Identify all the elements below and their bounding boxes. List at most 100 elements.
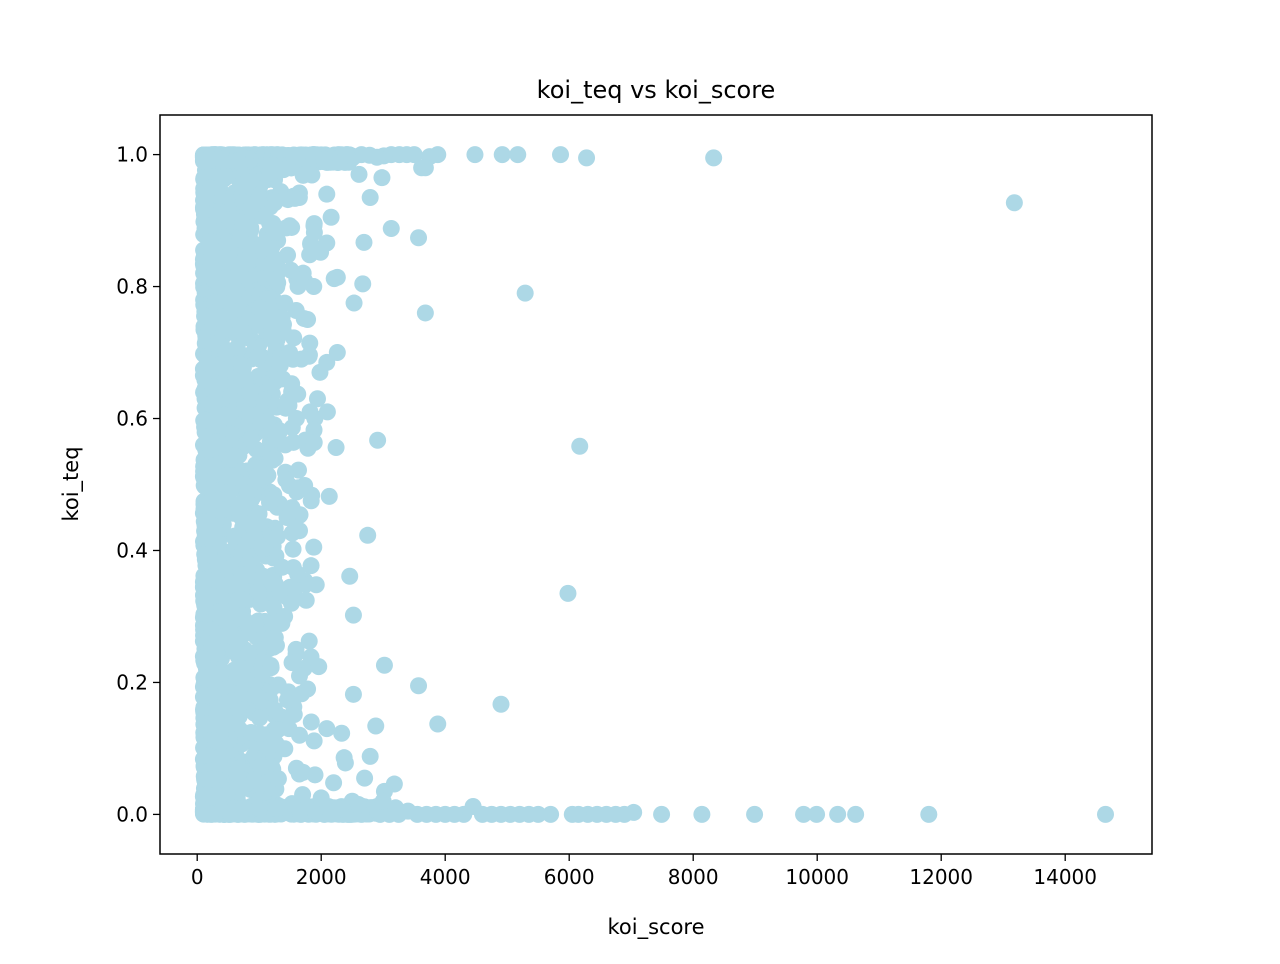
data-point	[198, 786, 216, 804]
data-point	[693, 805, 711, 823]
data-point	[287, 410, 305, 428]
data-point	[231, 663, 249, 681]
data-point	[493, 146, 511, 164]
data-point	[327, 439, 345, 457]
data-point	[328, 268, 346, 286]
data-point	[244, 518, 262, 536]
data-point	[355, 233, 373, 251]
data-point	[410, 677, 428, 695]
data-point	[276, 607, 294, 625]
data-point	[291, 667, 308, 685]
data-point	[239, 616, 257, 634]
data-point	[278, 691, 296, 709]
data-point	[356, 769, 374, 787]
data-point	[263, 322, 281, 340]
data-point	[195, 669, 213, 687]
data-point	[271, 356, 289, 374]
data-point	[239, 484, 257, 502]
data-point	[229, 152, 247, 170]
data-point	[231, 630, 249, 648]
data-point	[259, 466, 277, 484]
x-tick-label: 10000	[785, 865, 849, 889]
data-point	[294, 786, 312, 804]
data-point	[233, 591, 251, 609]
data-point	[266, 629, 284, 647]
data-point	[276, 294, 294, 312]
data-point	[233, 566, 251, 584]
data-point	[208, 438, 226, 456]
data-point	[416, 304, 434, 322]
data-point	[203, 635, 221, 653]
data-point	[281, 344, 299, 362]
data-point	[231, 230, 249, 248]
data-point	[322, 208, 340, 226]
data-point	[318, 720, 336, 738]
data-point	[308, 390, 326, 408]
data-point	[312, 243, 330, 261]
data-point	[320, 487, 338, 505]
data-point	[289, 461, 307, 479]
data-point	[198, 478, 216, 496]
data-point	[349, 796, 367, 814]
x-tick-label: 12000	[909, 865, 973, 889]
data-point	[268, 528, 286, 546]
data-point	[282, 261, 300, 279]
data-point	[1005, 194, 1023, 212]
data-point	[203, 621, 221, 639]
data-point	[297, 591, 315, 609]
y-tick-label: 0.2	[116, 670, 148, 694]
data-point	[251, 709, 269, 727]
data-point	[228, 338, 246, 356]
data-point	[305, 433, 323, 451]
data-point	[302, 557, 320, 575]
data-point	[571, 437, 589, 455]
data-point	[249, 348, 267, 366]
data-point	[196, 307, 214, 325]
y-tick-label: 0.6	[116, 407, 148, 431]
data-point	[195, 152, 213, 170]
data-point	[233, 356, 251, 374]
data-point	[224, 692, 242, 710]
data-point	[305, 278, 323, 296]
data-point	[217, 233, 235, 251]
data-point	[213, 710, 231, 728]
data-point	[318, 185, 336, 203]
data-point	[195, 512, 213, 530]
data-point	[305, 538, 323, 556]
x-axis-ticks: 0 2000 4000 6000 8000 10000 12000 14000	[191, 854, 1097, 889]
data-point	[200, 545, 218, 563]
data-point	[410, 229, 428, 247]
data-point	[354, 275, 372, 293]
data-point	[369, 431, 387, 449]
data-point	[305, 223, 323, 241]
data-point	[282, 594, 300, 612]
data-point	[578, 149, 596, 167]
x-tick-label: 4000	[420, 865, 471, 889]
data-point	[829, 805, 847, 823]
x-tick-label: 0	[191, 865, 204, 889]
data-point	[746, 805, 764, 823]
y-tick-label: 1.0	[116, 143, 148, 167]
data-point	[302, 713, 320, 731]
data-point	[202, 241, 220, 259]
data-point	[279, 191, 297, 209]
data-point	[265, 490, 283, 508]
data-point	[195, 457, 213, 475]
data-point	[466, 146, 484, 164]
data-point	[382, 219, 400, 237]
y-tick-label: 0.0	[116, 802, 148, 826]
data-point	[266, 575, 284, 593]
data-point	[344, 606, 362, 624]
data-point	[213, 168, 231, 186]
data-point	[265, 249, 283, 267]
data-point	[301, 334, 319, 352]
data-point	[276, 436, 294, 454]
data-point	[361, 747, 379, 765]
data-point	[299, 680, 317, 698]
data-point	[223, 302, 241, 320]
data-point	[259, 309, 277, 327]
data-point	[808, 805, 826, 823]
data-point	[429, 715, 447, 733]
data-point	[249, 583, 267, 601]
data-point	[299, 311, 317, 329]
